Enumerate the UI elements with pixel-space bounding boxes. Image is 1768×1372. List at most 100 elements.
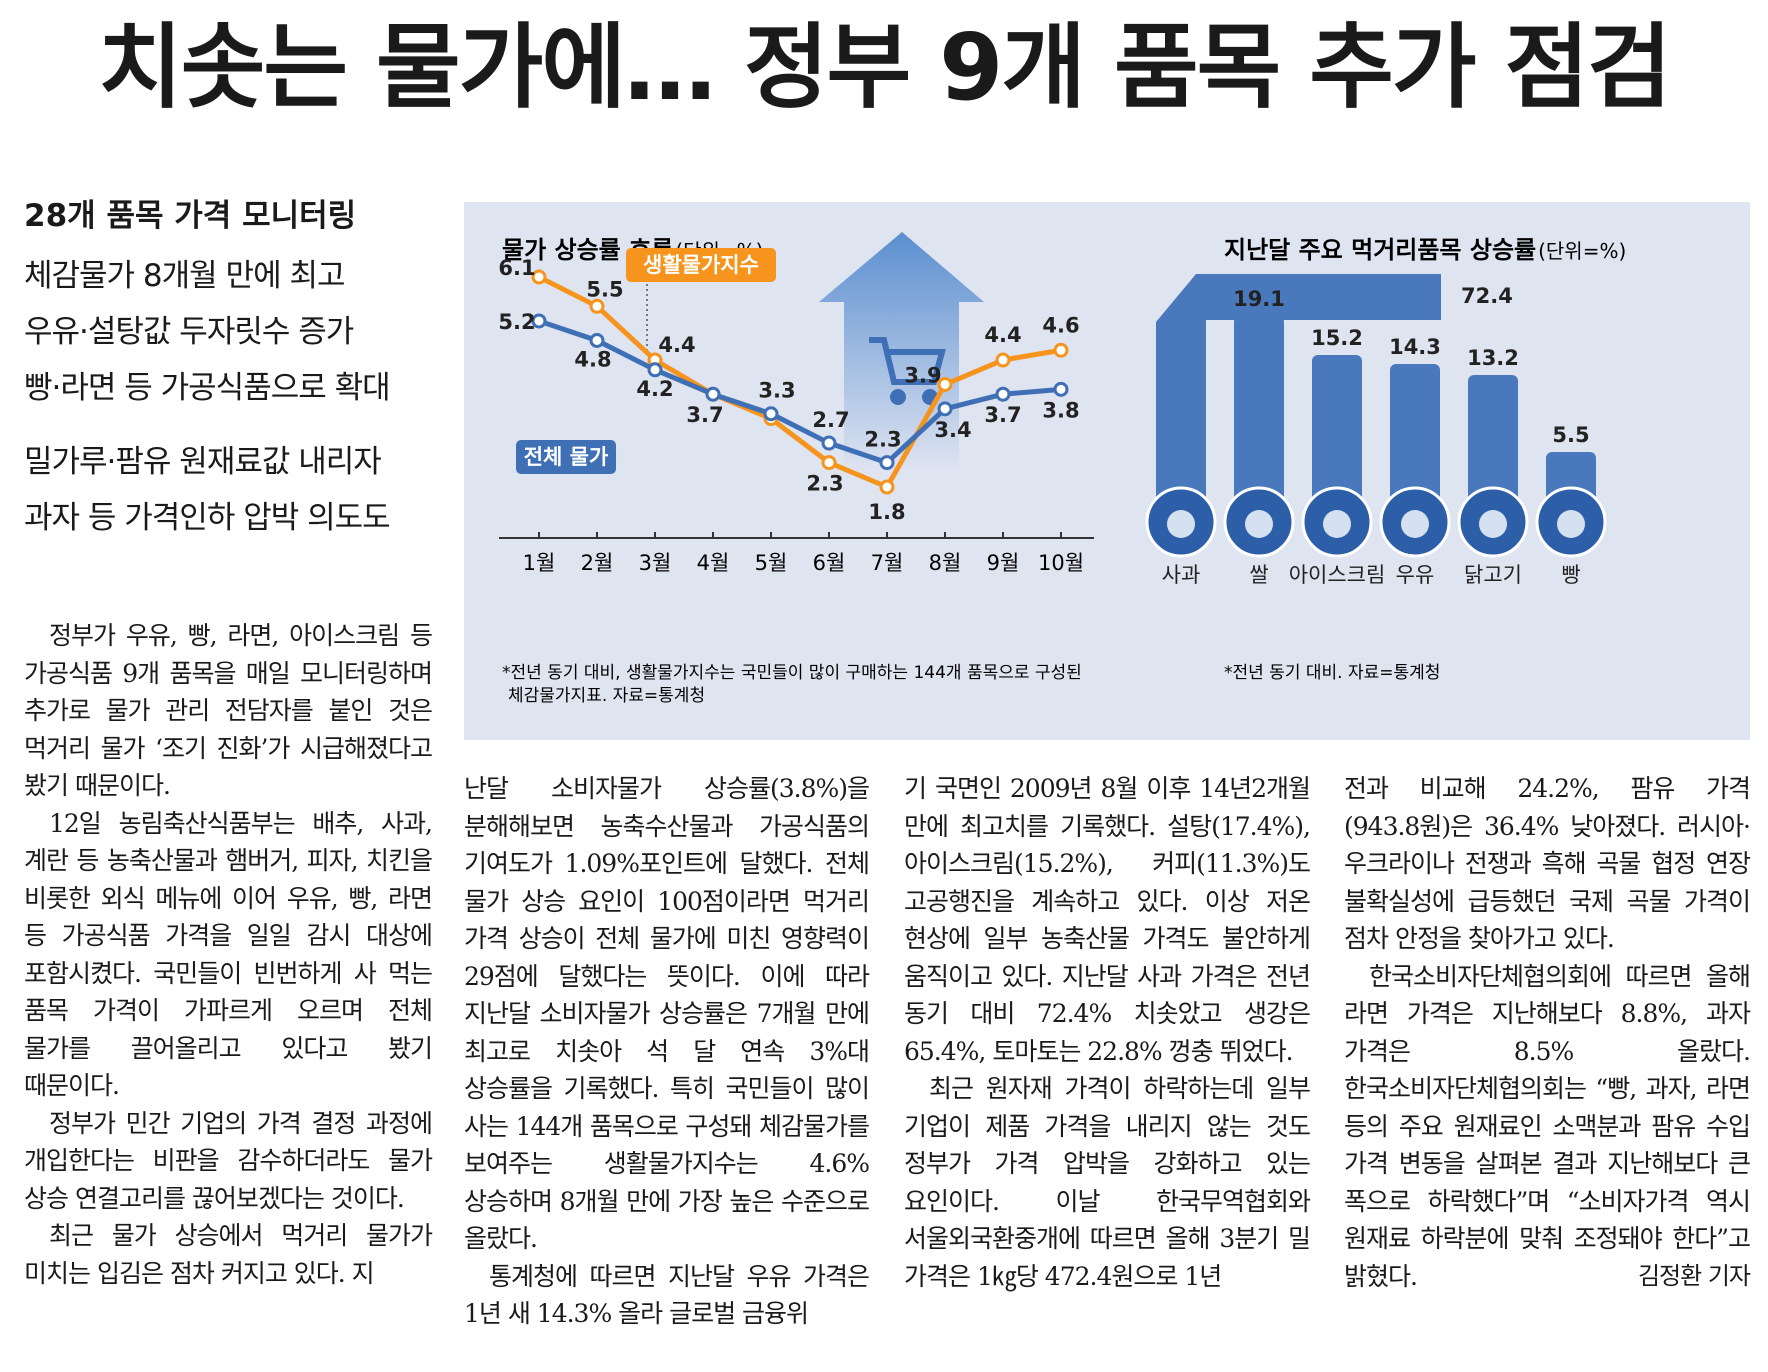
subhead-line: 밀가루·팜유 원재료값 내리자 [24, 444, 382, 480]
bar-category-label: 우유 [1396, 563, 1435, 587]
bar-category-label: 닭고기 [1464, 563, 1522, 587]
article-column-1: 정부가 우유, 빵, 라면, 아이스크림 등 가공식품 9개 품목을 매일 모니… [24, 617, 433, 1292]
bar-value-label: 5.5 [1552, 423, 1589, 447]
line-chart: 1월 2월 3월 4월 5월 6월 7월 8월 9월 10월 6.1 5.5 4.4 2.3 1.8 3.9 4… [498, 248, 1094, 575]
line-chart-note: *전년 동기 대비, 생활물가지수는 국민들이 많이 구매하는 144개 품목으… [502, 663, 1082, 683]
paragraph: 기 국면인 2009년 8월 이후 14년2개월 만에 최고치를 기록했다. 설… [904, 774, 1311, 1066]
data-label: 5.5 [586, 277, 623, 301]
x-tick-label: 7월 [871, 551, 904, 575]
bar-value-label: 19.1 [1233, 287, 1285, 311]
chicken-icon [1457, 486, 1529, 558]
data-label: 3.7 [984, 403, 1021, 427]
paragraph: 정부가 민간 기업의 가격 결정 과정에 개입한다는 비판을 감수하더라도 물가… [24, 1108, 433, 1213]
article-column-4: 전과 비교해 24.2%, 팜유 가격(943.8원)은 36.4% 낮아졌다.… [1344, 770, 1751, 1296]
subhead-line: 체감물가 8개월 만에 최고 [24, 258, 345, 294]
series-line [538, 318, 1062, 466]
series-tag [626, 248, 776, 282]
bar-category-label: 아이스크림 [1289, 563, 1386, 587]
data-point [995, 352, 1011, 368]
bar-category-label: 쌀 [1249, 563, 1268, 587]
series-tag-label: 생활물가지수 [643, 253, 759, 277]
rice-icon [1223, 486, 1295, 558]
x-tick-label: 1월 [523, 551, 556, 575]
data-label: 4.6 [1042, 313, 1079, 337]
paragraph: 12일 농림축산식품부는 배추, 사과, 계란 등 농축산물과 햄버거, 피자,… [24, 808, 433, 1101]
data-point [589, 298, 605, 314]
data-label: 4.4 [658, 333, 695, 357]
data-point [879, 479, 895, 495]
bar-chart-title: 지난달 주요 먹거리품목 상승률 (단위=%) [1224, 236, 1626, 264]
paragraph: 최근 원자재 가격이 하락하는데 일부 기업이 제품 가격을 내리지 않는 것도… [904, 1074, 1311, 1291]
shopping-cart-icon [869, 337, 946, 405]
infographic-svg: 물가 상승률 흐름(단위=%) 1월2월3월4월5월6월7월8월9월10월6.1… [498, 232, 1626, 706]
bar-value-label: 15.2 [1311, 326, 1363, 350]
infographic-panel: 물가 상승률 흐름(단위=%) 1월2월3월4월5월6월7월8월9월10월6.1… [464, 202, 1750, 740]
data-label: 3.3 [758, 379, 795, 403]
subhead-line: 과자 등 가격인하 압박 의도도 [24, 500, 391, 536]
article-column-2: 난달 소비자물가 상승률(3.8%)을 분해해보면 농축수산물과 가공식품의 기… [464, 770, 870, 1333]
data-point [937, 401, 953, 417]
data-label: 3.7 [686, 403, 723, 427]
data-label: 1.8 [868, 500, 905, 524]
paragraph: 통계청에 따르면 지난달 우유 가격은 1년 새 14.3% 올라 글로벌 금융… [464, 1261, 870, 1329]
data-point [531, 313, 547, 329]
ice-cream-icon [1301, 486, 1373, 558]
data-label: 6.1 [498, 256, 535, 280]
paragraph: 전과 비교해 24.2%, 팜유 가격(943.8원)은 36.4% 낮아졌다.… [1344, 774, 1751, 953]
data-label: 5.2 [498, 310, 535, 334]
data-label: 4.8 [574, 347, 611, 371]
data-point [531, 269, 547, 285]
paragraph: 한국소비자단체협의회에 따르면 올해 라면 가격은 지난해보다 8.8%, 과자… [1344, 958, 1751, 1296]
bar-value-label: 72.4 [1461, 284, 1513, 308]
data-point [1053, 342, 1069, 358]
line-chart-note: 체감물가지표. 자료=통계청 [508, 686, 705, 706]
x-tick-label: 10월 [1038, 551, 1084, 575]
subheads: 28개 품목 가격 모니터링 체감물가 8개월 만에 최고 우유·설탕값 두자릿… [24, 192, 444, 546]
apple-icon [1145, 486, 1217, 558]
x-tick-label: 3월 [639, 551, 672, 575]
series-line [537, 274, 1062, 490]
data-label: 2.3 [806, 472, 843, 496]
data-label: 4.2 [636, 377, 673, 401]
x-tick-label: 4월 [697, 551, 730, 575]
paragraph: 최근 물가 상승에서 먹거리 물가가 미치는 입김은 점차 커지고 있다. 지 [24, 1221, 433, 1288]
data-label: 3.9 [904, 363, 941, 387]
bar [1234, 316, 1284, 507]
data-point [1053, 381, 1069, 397]
x-tick-label: 9월 [987, 551, 1020, 575]
bar [1390, 364, 1440, 507]
paragraph: 난달 소비자물가 상승률(3.8%)을 분해해보면 농축수산물과 가공식품의 기… [464, 774, 870, 1253]
bar-category-label: 빵 [1561, 563, 1580, 587]
bar-chart: 72.4 사과 19.1 쌀 15.2 아이스크림 14.3 우유 13.2 닭고기 5.5 빵 [1145, 274, 1607, 587]
subhead-lead: 28개 품목 가격 모니터링 [24, 198, 357, 234]
data-label: 3.8 [1042, 398, 1079, 422]
series-tag [516, 440, 616, 474]
paragraph: 정부가 우유, 빵, 라면, 아이스크림 등 가공식품 9개 품목을 매일 모니… [24, 621, 433, 800]
bar-value-label: 14.3 [1389, 335, 1441, 359]
data-label: 2.3 [864, 428, 901, 452]
data-point [995, 386, 1011, 402]
x-tick-label: 8월 [929, 551, 962, 575]
subhead-line: 빵·라면 등 가공식품으로 확대 [24, 370, 391, 406]
x-tick-label: 5월 [755, 551, 788, 575]
data-label: 4.4 [984, 323, 1021, 347]
article-column-3: 기 국면인 2009년 8월 이후 14년2개월 만에 최고치를 기록했다. 설… [904, 770, 1311, 1295]
bar-value-label: 13.2 [1467, 346, 1519, 370]
data-point [937, 376, 953, 392]
bar-chart-note: *전년 동기 대비. 자료=통계청 [1224, 663, 1440, 683]
bar-category-label: 사과 [1162, 563, 1201, 587]
data-point [647, 362, 663, 378]
bar [1156, 274, 1441, 507]
data-point [705, 386, 721, 402]
byline: 김정환 기자 [1637, 1261, 1751, 1290]
subhead-line: 우유·설탕값 두자릿수 증가 [24, 314, 354, 350]
data-label: 2.7 [812, 408, 849, 432]
x-tick-label: 6월 [813, 551, 846, 575]
bar [1468, 375, 1518, 507]
bar [1312, 355, 1362, 507]
data-point [821, 455, 837, 471]
data-point [763, 406, 779, 422]
x-tick-label: 2월 [581, 551, 614, 575]
headline: 치솟는 물가에… 정부 9개 품목 추가 점검 [98, 14, 1672, 121]
data-point [589, 332, 605, 348]
